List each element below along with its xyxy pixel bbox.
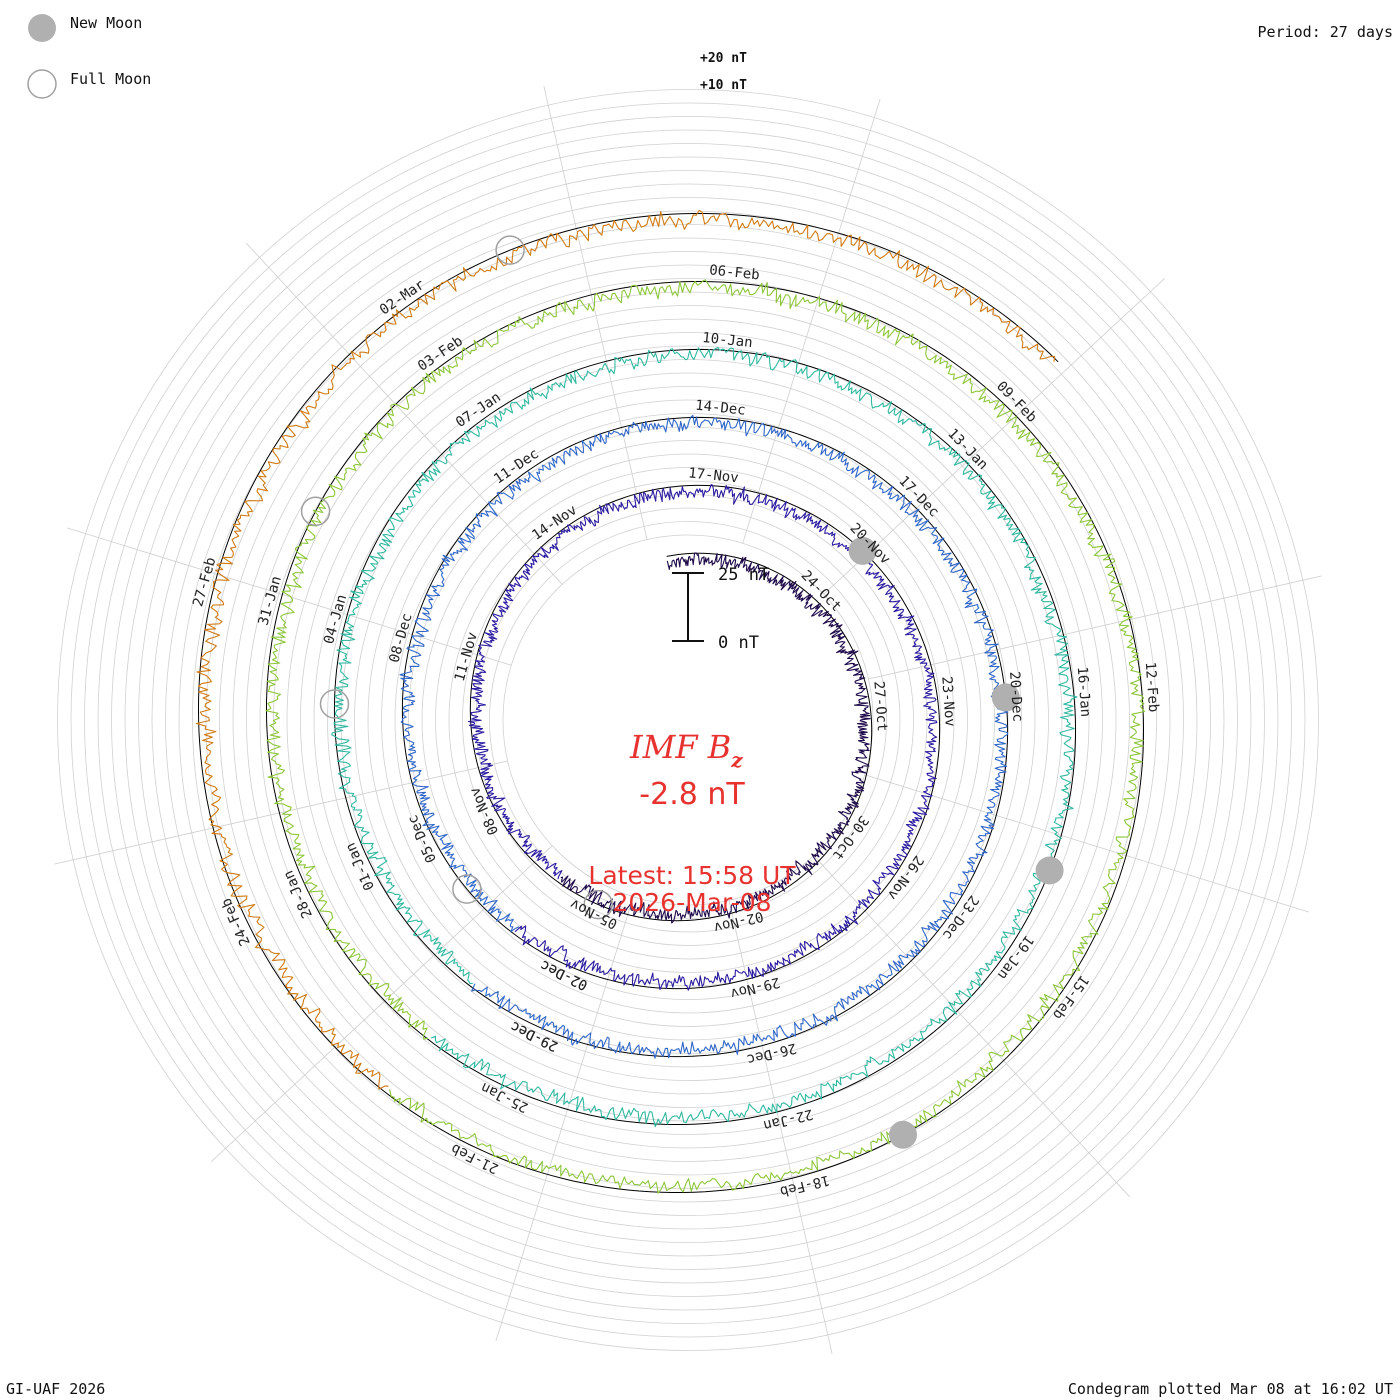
date-label: 14-Dec <box>694 398 746 419</box>
grid-ring <box>151 183 1225 1257</box>
grid-ring <box>70 102 1306 1338</box>
full-moon-marker <box>452 874 482 904</box>
center-title: IMF Bz <box>629 728 743 772</box>
outer-ring-label-10: +10 nT <box>700 78 747 93</box>
date-label: 26-Dec <box>745 1039 798 1067</box>
grid-ring <box>178 210 1198 1230</box>
scale-bar-top-label: 25 nT <box>718 565 769 585</box>
new-moon-marker <box>889 1120 917 1149</box>
grid-spoke <box>868 575 1322 680</box>
grid-ring <box>219 251 1157 1189</box>
date-label: 27-Oct <box>870 681 890 733</box>
series-line-4 <box>331 346 1078 1128</box>
grid-ring <box>165 197 1211 1243</box>
date-label: 30-Oct <box>829 812 872 862</box>
series-line-5 <box>265 279 1146 1194</box>
scale-bar-bottom-label: 0 nT <box>718 633 759 653</box>
grid-ring <box>97 129 1279 1311</box>
grid-ring <box>111 143 1265 1297</box>
grid-rings <box>57 89 1319 1351</box>
grid-spokes <box>54 86 1322 1354</box>
grid-ring <box>435 467 941 973</box>
grid-spoke <box>66 527 512 666</box>
grid-ring <box>381 413 995 1027</box>
grid-ring <box>354 386 1022 1054</box>
grid-spoke <box>742 98 881 544</box>
grid-ring <box>394 426 982 1014</box>
date-label: 26-Nov <box>884 852 927 902</box>
grid-ring <box>489 521 887 919</box>
outer-ring-label-20: +20 nT <box>700 51 747 66</box>
grid-ring <box>246 278 1130 1162</box>
date-label: 28-Jan <box>281 868 316 921</box>
grid-ring <box>124 156 1252 1284</box>
grid-ring <box>421 453 955 987</box>
zero-reference-rings <box>197 213 1145 1193</box>
full-moon-legend-icon <box>27 69 57 99</box>
grid-spoke <box>54 760 508 865</box>
grid-ring <box>205 237 1171 1203</box>
center-value: -2.8 nT <box>639 777 745 812</box>
grid-spoke <box>495 896 634 1342</box>
series-line-2 <box>467 484 938 991</box>
series-line-6 <box>195 209 1056 1090</box>
full-moon-marker <box>300 496 331 527</box>
grid-ring <box>340 372 1036 1068</box>
new-moon-legend-label: New Moon <box>70 14 142 32</box>
date-label: 21-Feb <box>449 1140 501 1176</box>
grid-ring <box>84 116 1292 1324</box>
period-label: Period: 27 days <box>1258 23 1393 41</box>
grid-ring <box>259 291 1117 1149</box>
date-label: 16-Jan <box>1074 666 1094 718</box>
grid-ring <box>313 345 1063 1095</box>
grid-spoke <box>246 242 563 585</box>
center-latest-date: 2026-Mar-08 <box>612 888 771 917</box>
date-label: 06-Feb <box>708 262 760 283</box>
grid-spoke <box>864 774 1310 913</box>
series-line-1 <box>560 552 871 924</box>
date-label: 18-Feb <box>778 1171 831 1199</box>
date-label: 17-Nov <box>687 465 739 486</box>
grid-spoke <box>823 278 1166 595</box>
date-label: 20-Dec <box>1006 671 1026 723</box>
date-label: 10-Jan <box>701 330 753 351</box>
series-line-3 <box>399 414 1010 1059</box>
zero-reference-spiral <box>197 213 1145 1193</box>
grid-ring <box>138 170 1238 1270</box>
grid-spoke <box>210 845 553 1162</box>
grid-ring <box>502 534 874 906</box>
date-label: 25-Jan <box>478 1079 530 1115</box>
grid-ring <box>192 224 1184 1216</box>
moon-markers <box>300 235 1064 1149</box>
new-moon-marker <box>1035 856 1064 885</box>
full-moon-legend-label: Full Moon <box>70 70 151 88</box>
center-latest-time: Latest: 15:58 UT <box>588 861 796 890</box>
grid-ring <box>408 440 968 1000</box>
grid-ring <box>327 359 1049 1081</box>
grid-ring <box>367 399 1009 1041</box>
grid-spoke <box>813 855 1130 1198</box>
date-label: 12-Feb <box>1142 661 1162 713</box>
grid-spoke <box>543 86 648 540</box>
center-title-subscript: z <box>730 748 743 772</box>
date-label: 23-Nov <box>938 676 958 728</box>
new-moon-marker <box>991 683 1020 712</box>
new-moon-marker <box>848 536 877 565</box>
full-moon-marker <box>319 689 350 719</box>
grid-spoke <box>728 900 833 1354</box>
data-series-group <box>195 209 1146 1194</box>
grid-ring <box>57 89 1319 1351</box>
footer-plot-time: Condegram plotted Mar 08 at 16:02 UT <box>1068 1380 1393 1398</box>
footer-credit: GI-UAF 2026 <box>6 1380 105 1398</box>
full-moon-marker <box>583 889 613 920</box>
date-label: 24-Feb <box>219 895 254 948</box>
center-title-main: IMF B <box>629 728 731 766</box>
new-moon-legend-icon <box>28 14 56 42</box>
grid-ring <box>286 318 1090 1122</box>
full-moon-marker <box>495 235 525 265</box>
